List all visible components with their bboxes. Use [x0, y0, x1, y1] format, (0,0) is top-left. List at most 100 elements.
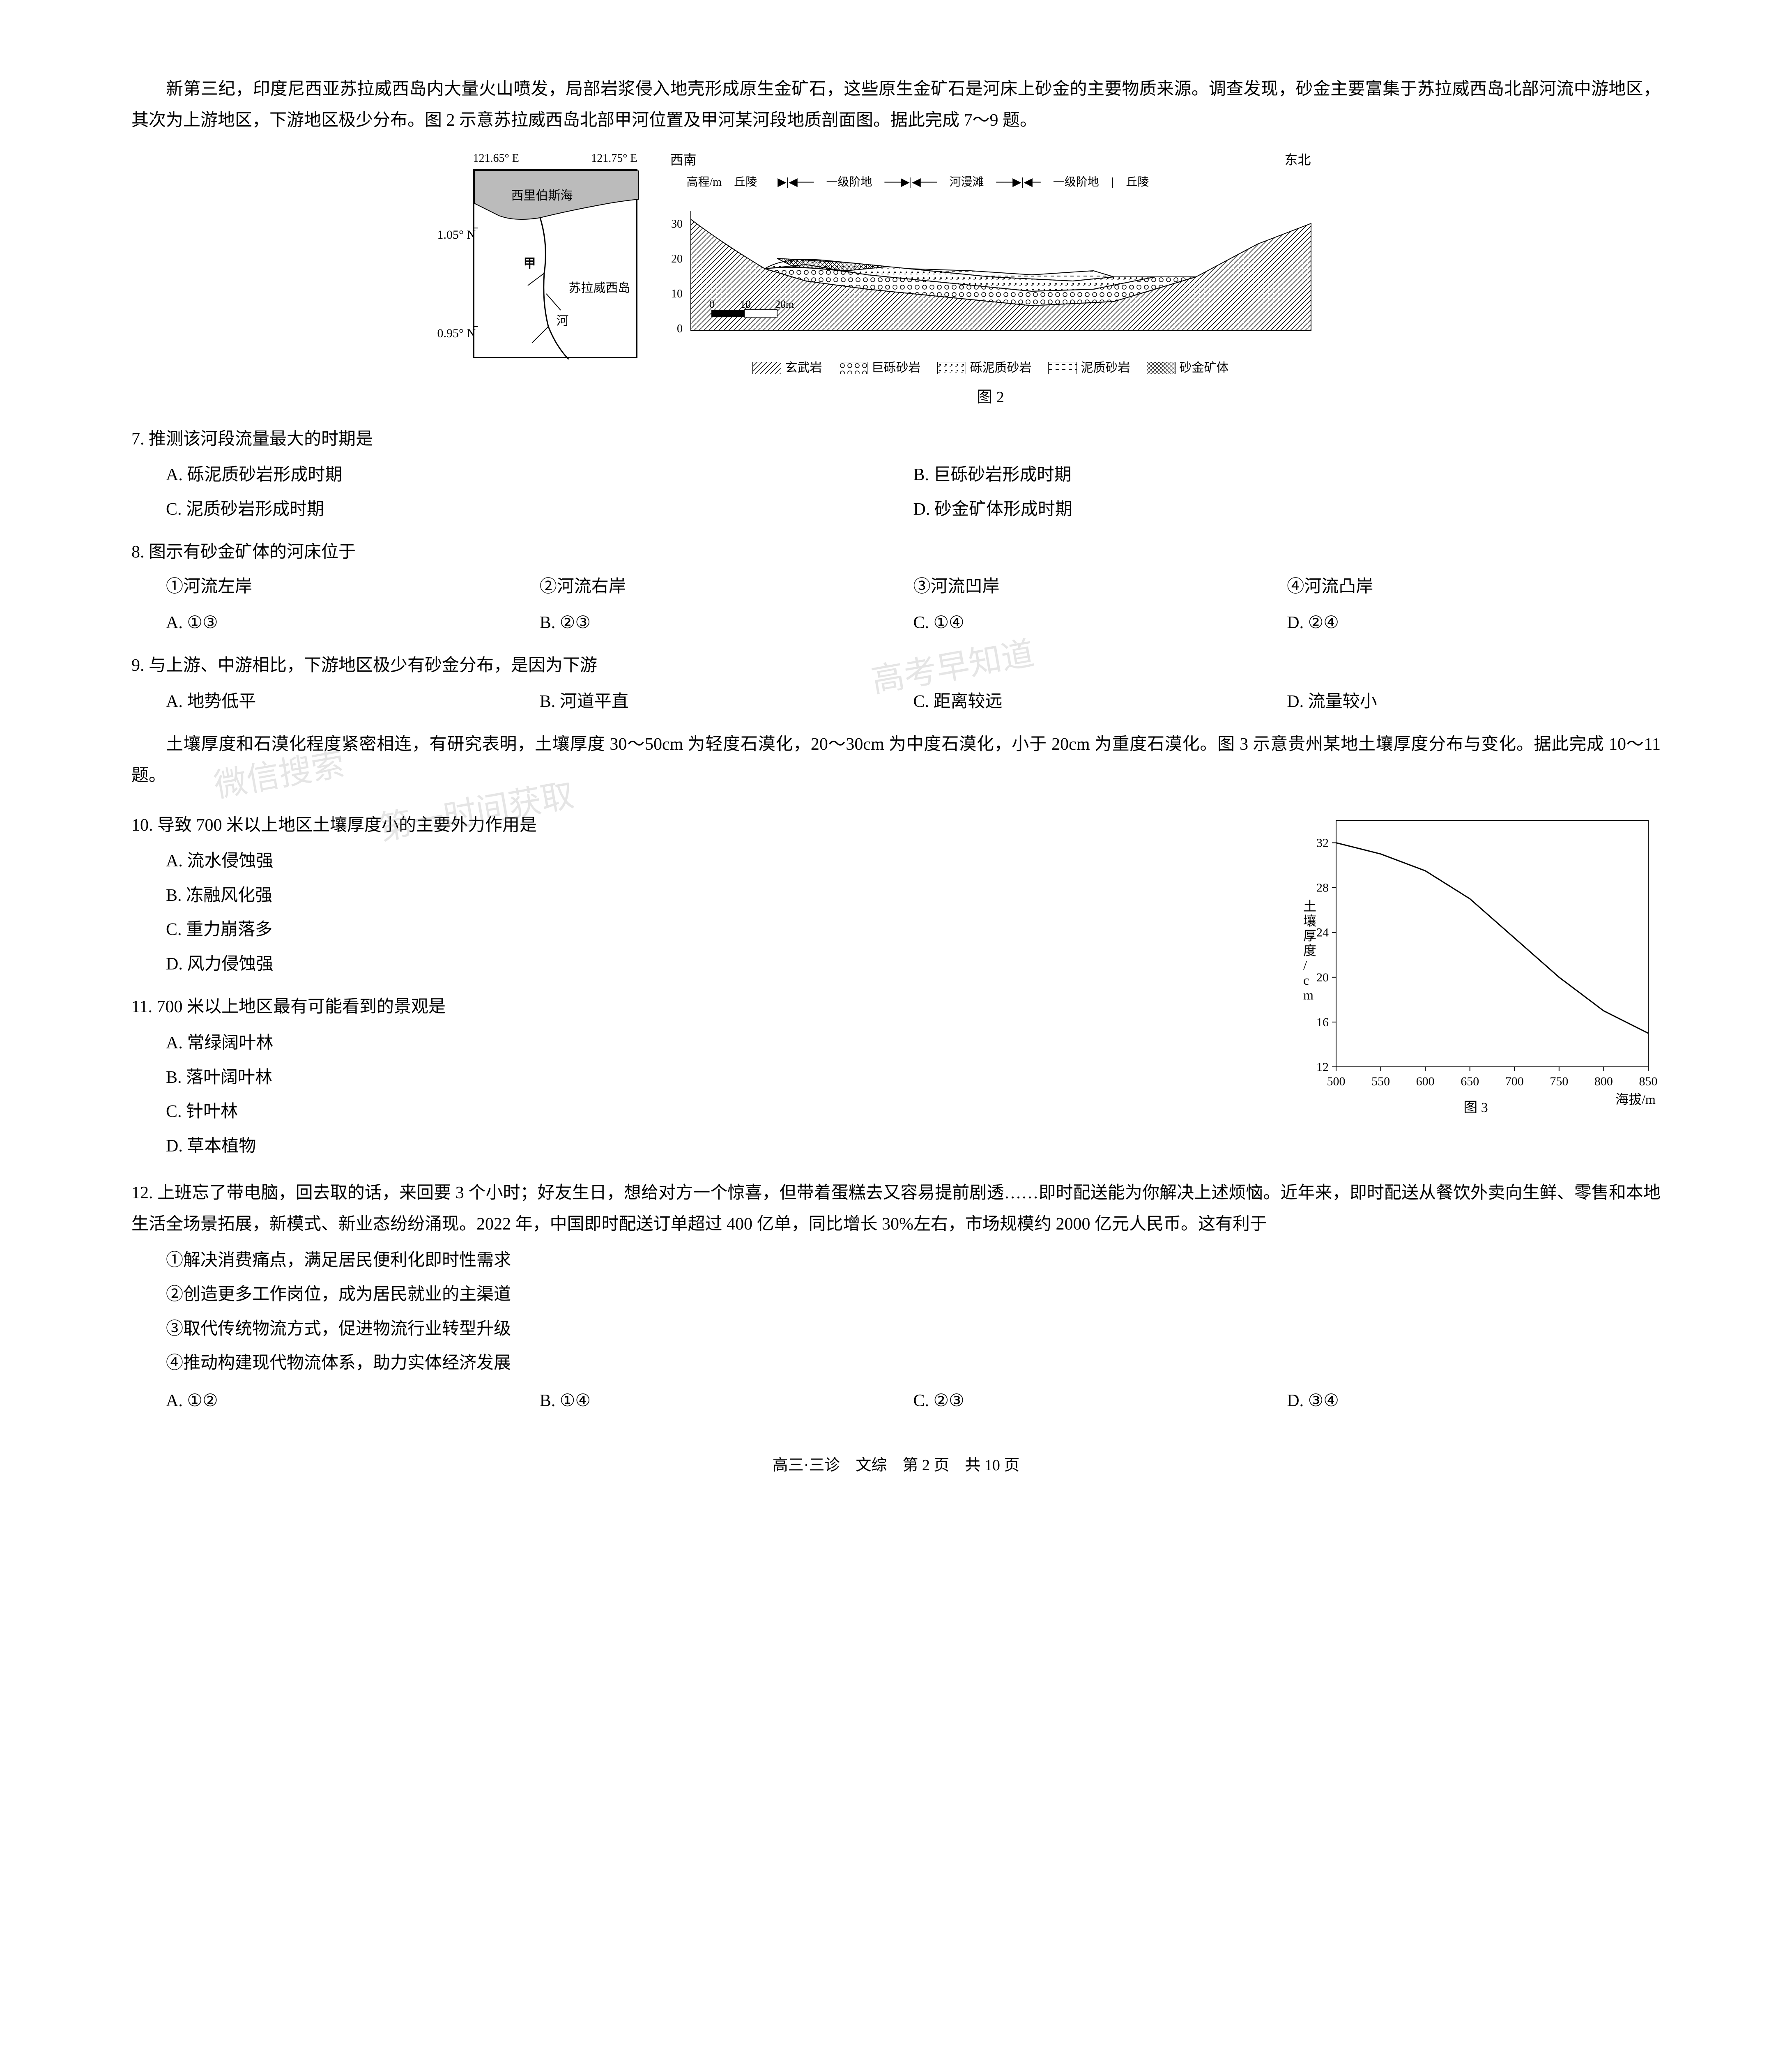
- svg-text:土: 土: [1303, 899, 1316, 914]
- q11-c: C. 针叶林: [166, 1095, 1274, 1129]
- q12-d: D. ③④: [1287, 1384, 1661, 1418]
- question-12: 12. 上班忘了带电脑，回去取的话，来回要 3 个小时；好友生日，想给对方一个惊…: [131, 1178, 1661, 1418]
- q10-c: C. 重力崩落多: [166, 913, 1274, 947]
- river-char-label: 河: [557, 310, 569, 332]
- q9-b: B. 河道平直: [540, 685, 913, 719]
- legend-mud: 泥质砂岩: [1048, 357, 1130, 379]
- island-label: 苏拉威西岛: [569, 277, 630, 299]
- q9-c: C. 距离较远: [913, 685, 1287, 719]
- lat-top: 1.05° N: [437, 224, 476, 246]
- q10-q11-block: 10. 导致 700 米以上地区土壤厚度小的主要外力作用是 A. 流水侵蚀强 B…: [131, 800, 1661, 1168]
- q10-b: B. 冻融风化强: [166, 879, 1274, 913]
- q12-circ1: ①解决消费痛点，满足居民便利化即时性需求: [166, 1243, 1661, 1278]
- svg-text:12: 12: [1316, 1060, 1329, 1074]
- svg-text:850: 850: [1639, 1075, 1658, 1088]
- dir-left: 西南: [670, 148, 697, 172]
- svg-text:550: 550: [1371, 1075, 1390, 1088]
- svg-text:0: 0: [709, 298, 715, 310]
- lon-left: 121.65° E: [473, 148, 519, 169]
- q8-circled: ①河流左岸 ②河流右岸 ③河流凹岸 ④河流凸岸: [131, 571, 1661, 603]
- map-wrapper: 121.65° E 121.75° E 西里伯斯海 苏拉威西岛 甲 河 1.05…: [473, 148, 637, 358]
- q10-options: A. 流水侵蚀强 B. 冻融风化强 C. 重力崩落多 D. 风力侵蚀强: [131, 844, 1274, 981]
- q8-b: B. ②③: [540, 606, 913, 640]
- svg-text:20: 20: [1316, 970, 1329, 984]
- svg-text:m: m: [1303, 988, 1314, 1002]
- lon-right: 121.75° E: [591, 148, 637, 169]
- svg-text:30: 30: [671, 218, 683, 230]
- question-11: 11. 700 米以上地区最有可能看到的景观是 A. 常绿阔叶林 B. 落叶阔叶…: [131, 992, 1274, 1163]
- q10-a: A. 流水侵蚀强: [166, 844, 1274, 879]
- q8-d: D. ②④: [1287, 606, 1661, 640]
- q10-d: D. 风力侵蚀强: [166, 947, 1274, 982]
- figure-2-caption: 图 2: [662, 383, 1319, 411]
- q7-a: A. 砾泥质砂岩形成时期: [166, 458, 913, 493]
- svg-text:500: 500: [1327, 1075, 1346, 1088]
- passage-2: 土壤厚度和石漠化程度紧密相连，有研究表明，土壤厚度 30～50cm 为轻度石漠化…: [131, 729, 1661, 791]
- q12-a: A. ①②: [166, 1384, 540, 1418]
- cross-section-svg: 0 10 20 30 0 10 20m: [662, 195, 1319, 351]
- region-4: 一级阶地: [1053, 172, 1099, 193]
- svg-text:32: 32: [1316, 836, 1329, 850]
- q11-a: A. 常绿阔叶林: [166, 1026, 1274, 1061]
- svg-text:16: 16: [1316, 1015, 1329, 1029]
- svg-text:28: 28: [1316, 881, 1329, 894]
- q12-circ3: ③取代传统物流方式，促进物流行业转型升级: [166, 1312, 1661, 1347]
- svg-text:图 3: 图 3: [1463, 1100, 1488, 1115]
- q11-b: B. 落叶阔叶林: [166, 1061, 1274, 1095]
- direction-labels: 西南 东北: [662, 148, 1319, 172]
- svg-text:20: 20: [671, 253, 683, 265]
- svg-text:650: 650: [1461, 1075, 1479, 1088]
- q11-d: D. 草本植物: [166, 1129, 1274, 1164]
- figure-2-container: 121.65° E 121.75° E 西里伯斯海 苏拉威西岛 甲 河 1.05…: [131, 148, 1661, 411]
- q9-d: D. 流量较小: [1287, 685, 1661, 719]
- q12-circled: ①解决消费痛点，满足居民便利化即时性需求 ②创造更多工作岗位，成为居民就业的主渠…: [131, 1243, 1661, 1381]
- legend-cobble: 巨砾砂岩: [839, 357, 921, 379]
- q11-stem: 11. 700 米以上地区最有可能看到的景观是: [131, 992, 1274, 1023]
- legend-label-4: 泥质砂岩: [1081, 357, 1130, 379]
- q8-circ4: ④河流凸岸: [1287, 571, 1661, 603]
- page-footer: 高三·三诊 文综 第 2 页 共 10 页: [131, 1451, 1661, 1479]
- legend-row: 玄武岩 巨砾砂岩 砾泥质砂岩 泥质砂岩 砂金矿体: [662, 357, 1319, 379]
- q11-options: A. 常绿阔叶林 B. 落叶阔叶林 C. 针叶林 D. 草本植物: [131, 1026, 1274, 1163]
- svg-text:度: 度: [1303, 943, 1316, 958]
- q8-circ2: ②河流右岸: [540, 571, 913, 603]
- svg-text:/: /: [1303, 958, 1307, 973]
- question-10: 10. 导致 700 米以上地区土壤厚度小的主要外力作用是 A. 流水侵蚀强 B…: [131, 810, 1274, 982]
- q7-b: B. 巨砾砂岩形成时期: [913, 458, 1661, 493]
- q8-circ3: ③河流凹岸: [913, 571, 1287, 603]
- q9-stem: 9. 与上游、中游相比，下游地区极少有砂金分布，是因为下游: [131, 650, 1661, 682]
- question-8: 8. 图示有砂金矿体的河床位于 ①河流左岸 ②河流右岸 ③河流凹岸 ④河流凸岸 …: [131, 537, 1661, 640]
- legend-label-2: 巨砾砂岩: [872, 357, 921, 379]
- q12-circ2: ②创造更多工作岗位，成为居民就业的主渠道: [166, 1278, 1661, 1312]
- q8-circ1: ①河流左岸: [166, 571, 540, 603]
- q12-options: A. ①② B. ①④ C. ②③ D. ③④: [131, 1384, 1661, 1418]
- svg-text:24: 24: [1316, 926, 1329, 939]
- svg-text:10: 10: [740, 298, 751, 310]
- legend-basalt: 玄武岩: [752, 357, 822, 379]
- q12-c: C. ②③: [913, 1384, 1287, 1418]
- q9-options: A. 地势低平 B. 河道平直 C. 距离较远 D. 流量较小: [131, 685, 1661, 719]
- svg-text:壤: 壤: [1303, 914, 1316, 928]
- svg-text:800: 800: [1594, 1075, 1613, 1088]
- q7-c: C. 泥质砂岩形成时期: [166, 493, 913, 527]
- q8-a: A. ①③: [166, 606, 540, 640]
- q12-b: B. ①④: [540, 1384, 913, 1418]
- legend-gold: 砂金矿体: [1147, 357, 1229, 379]
- q7-options: A. 砾泥质砂岩形成时期 B. 巨砾砂岩形成时期 C. 泥质砂岩形成时期 D. …: [131, 458, 1661, 527]
- q7-d: D. 砂金矿体形成时期: [913, 493, 1661, 527]
- svg-text:c: c: [1303, 973, 1309, 988]
- dir-right: 东北: [1284, 148, 1311, 172]
- svg-text:750: 750: [1550, 1075, 1568, 1088]
- q7-stem: 7. 推测该河段流量最大的时期是: [131, 424, 1661, 455]
- svg-text:20m: 20m: [775, 298, 794, 310]
- figure-3-chart: 500550600650700750800850121620242832海拔/m…: [1291, 808, 1661, 1116]
- lat-bottom: 0.95° N: [437, 322, 476, 345]
- q10-stem: 10. 导致 700 米以上地区土壤厚度小的主要外力作用是: [131, 810, 1274, 841]
- river-jia-label: 甲: [524, 253, 536, 275]
- sea-label: 西里伯斯海: [511, 185, 573, 207]
- legend-gravel: 砾泥质砂岩: [937, 357, 1032, 379]
- q8-options: A. ①③ B. ②③ C. ①④ D. ②④: [131, 606, 1661, 640]
- region-5: 丘陵: [1126, 172, 1149, 193]
- cross-section-chart: 0 10 20 30 0 10 20m: [662, 195, 1319, 351]
- legend-label-1: 玄武岩: [785, 357, 822, 379]
